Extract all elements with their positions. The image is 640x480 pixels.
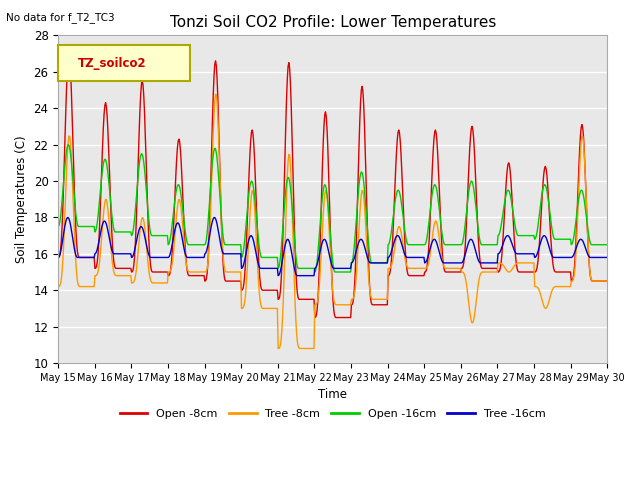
- Open -16cm: [177, 193, 185, 199]
- Title: Tonzi Soil CO2 Profile: Lower Temperatures: Tonzi Soil CO2 Profile: Lower Temperatur…: [170, 15, 496, 30]
- Open -16cm: [604, 242, 611, 248]
- Open -16cm: [65, 142, 72, 147]
- Open -8cm: [54, 254, 62, 260]
- Tree -16cm: [177, 227, 184, 232]
- Text: TZ_soilco2: TZ_soilco2: [77, 57, 146, 70]
- Tree -8cm: [65, 139, 72, 144]
- Tree -16cm: [65, 215, 72, 220]
- Line: Open -16cm: Open -16cm: [58, 144, 607, 272]
- Tree -16cm: [417, 254, 425, 260]
- Tree -8cm: [121, 273, 129, 278]
- Tree -8cm: [604, 278, 611, 284]
- Tree -16cm: [604, 254, 611, 260]
- Text: No data for f_T2_TC3: No data for f_T2_TC3: [6, 12, 115, 23]
- Open -16cm: [311, 269, 319, 275]
- Line: Open -8cm: Open -8cm: [58, 54, 607, 318]
- Open -16cm: [122, 229, 129, 235]
- Tree -8cm: [54, 284, 62, 289]
- Open -8cm: [604, 278, 611, 284]
- Open -8cm: [401, 240, 409, 245]
- Open -8cm: [177, 159, 185, 165]
- Line: Tree -16cm: Tree -16cm: [58, 217, 607, 276]
- Open -16cm: [206, 189, 214, 195]
- Open -8cm: [206, 199, 214, 205]
- Open -16cm: [54, 224, 62, 229]
- Tree -8cm: [401, 255, 409, 261]
- Open -16cm: [401, 228, 409, 234]
- Open -8cm: [65, 54, 72, 60]
- Open -16cm: [65, 143, 73, 148]
- X-axis label: Time: Time: [318, 388, 348, 401]
- Line: Tree -8cm: Tree -8cm: [58, 94, 607, 348]
- Tree -8cm: [212, 91, 220, 97]
- FancyBboxPatch shape: [58, 45, 190, 81]
- Open -16cm: [417, 242, 425, 248]
- Tree -8cm: [275, 346, 282, 351]
- Open -8cm: [311, 315, 319, 321]
- Tree -16cm: [210, 215, 218, 220]
- Tree -16cm: [121, 251, 129, 257]
- Tree -16cm: [54, 254, 62, 260]
- Open -8cm: [65, 51, 73, 57]
- Legend: Open -8cm, Tree -8cm, Open -16cm, Tree -16cm: Open -8cm, Tree -8cm, Open -16cm, Tree -…: [115, 404, 550, 423]
- Tree -8cm: [177, 200, 184, 206]
- Tree -8cm: [205, 238, 213, 243]
- Open -8cm: [417, 273, 425, 278]
- Tree -8cm: [417, 265, 425, 271]
- Tree -16cm: [205, 234, 213, 240]
- Y-axis label: Soil Temperatures (C): Soil Temperatures (C): [15, 135, 28, 263]
- Tree -16cm: [275, 273, 282, 278]
- Tree -16cm: [401, 252, 409, 257]
- Open -8cm: [122, 265, 129, 271]
